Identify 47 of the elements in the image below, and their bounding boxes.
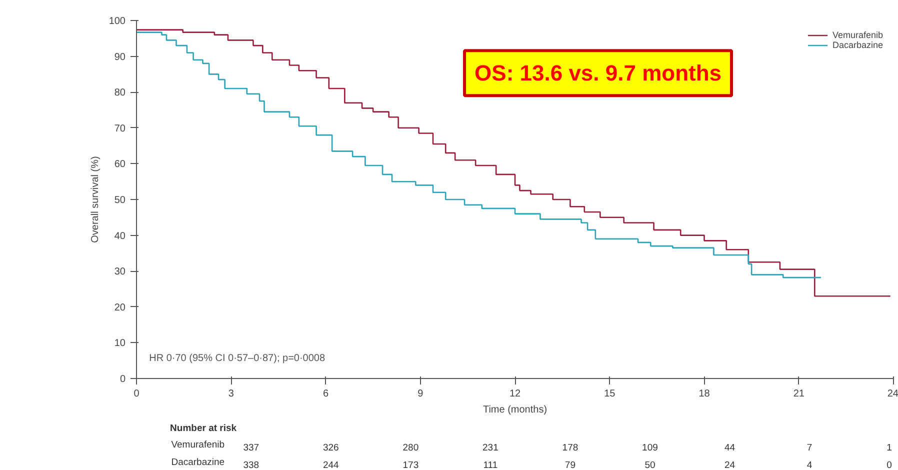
y-tick-label: 50 <box>114 195 126 206</box>
text: 24 <box>724 460 736 470</box>
x-tick-label: 21 <box>793 388 805 400</box>
x-tick-label: 0 <box>134 388 140 400</box>
y-tick-label: 40 <box>114 230 126 242</box>
x-tick-label: 12 <box>509 388 521 400</box>
y-tick-label: 90 <box>114 52 126 63</box>
x-axis-title: Time (months) <box>482 404 548 416</box>
text: 338 <box>243 460 260 470</box>
y-tick-label: 80 <box>114 88 126 99</box>
y-tick-label: 100 <box>108 16 126 27</box>
text: 111 <box>483 460 498 470</box>
y-tick-label: 10 <box>114 338 126 350</box>
x-tick-label: 6 <box>322 388 329 400</box>
y-tick-label: 20 <box>114 302 126 314</box>
legend-label: Vemurafenib <box>832 30 883 40</box>
text: Number at risk <box>170 423 238 434</box>
text: Vemurafenib <box>171 440 225 451</box>
x-tick-label: 24 <box>887 388 898 400</box>
y-tick-label: 30 <box>114 266 126 278</box>
x-tick-label: 3 <box>228 388 234 400</box>
text: 1 <box>886 442 892 454</box>
text: 337 <box>243 442 260 454</box>
text: 326 <box>322 442 339 454</box>
text: 231 <box>482 442 498 454</box>
y-tick-label: 70 <box>114 123 126 134</box>
legend-label: Dacarbazine <box>832 40 883 50</box>
text: 109 <box>642 442 658 454</box>
y-tick-label: 0 <box>120 374 126 385</box>
text: 173 <box>402 460 419 470</box>
text: 7 <box>806 442 812 454</box>
text: 79 <box>564 460 576 470</box>
text: 0 <box>886 460 892 470</box>
text: 244 <box>322 460 339 470</box>
x-tick-label: 9 <box>418 388 424 400</box>
text: 280 <box>402 442 419 454</box>
annotation: HR 0·70 (95% CI 0·57–0·87); p=0·0008 <box>149 353 326 364</box>
text: 44 <box>724 442 736 454</box>
x-tick-label: 15 <box>604 388 616 400</box>
y-axis-title: Overall survival (%) <box>90 156 101 243</box>
x-tick-label: 18 <box>698 388 710 400</box>
y-tick-label: 60 <box>114 159 126 170</box>
text: Dacarbazine <box>171 456 225 468</box>
text: 50 <box>644 460 656 470</box>
annotation: OS: 13.6 vs. 9.7 months <box>474 60 722 86</box>
text: 4 <box>806 460 812 470</box>
text: 178 <box>562 442 578 454</box>
